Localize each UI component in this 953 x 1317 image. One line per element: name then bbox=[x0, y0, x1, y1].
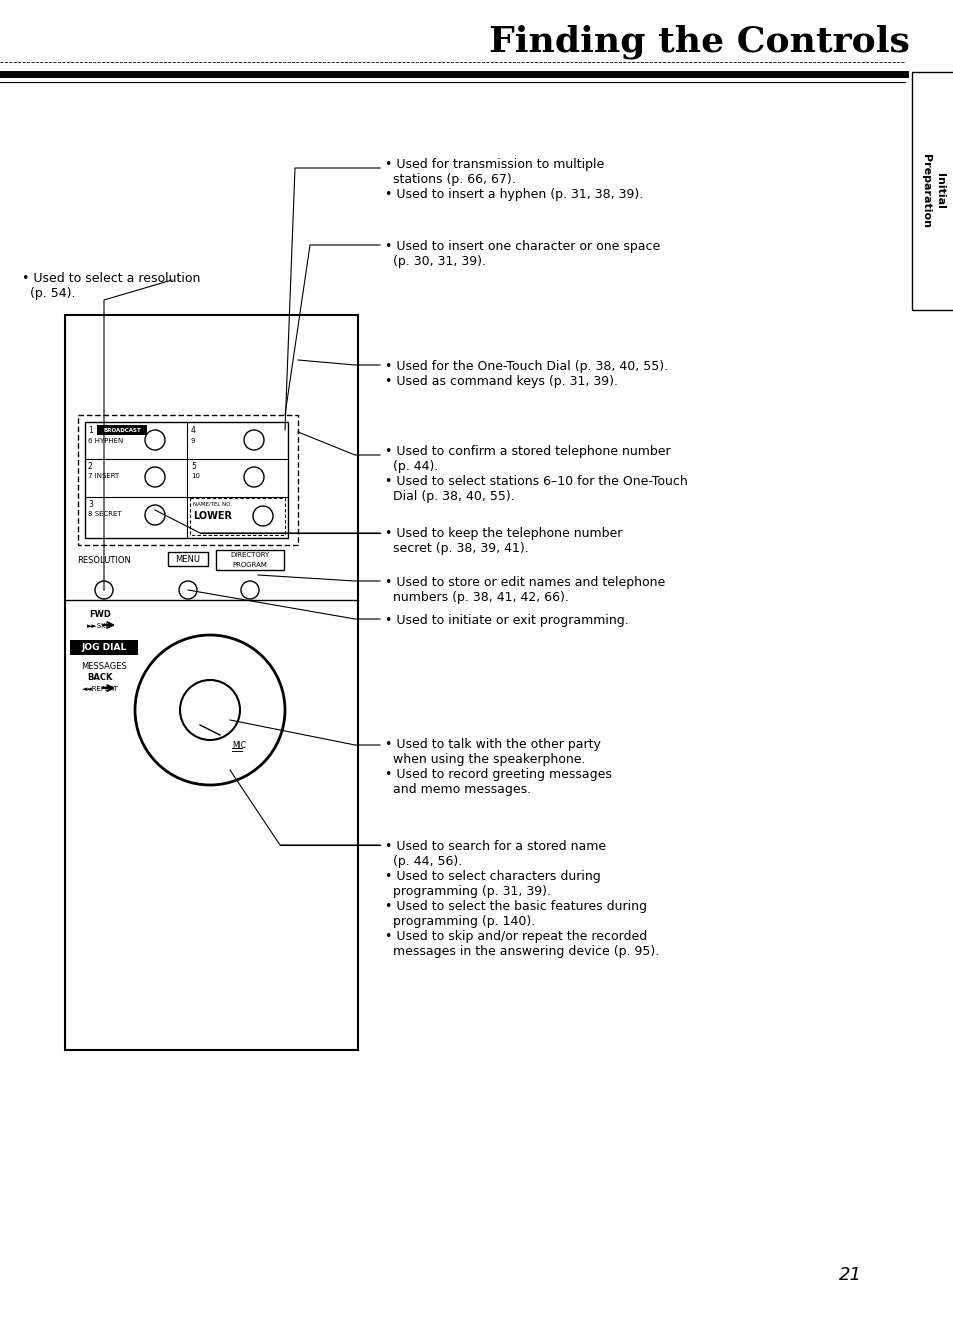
Text: programming (p. 140).: programming (p. 140). bbox=[385, 915, 535, 928]
Text: • Used to record greeting messages: • Used to record greeting messages bbox=[385, 768, 611, 781]
Bar bbox=[215, 551, 284, 570]
Text: • Used to select stations 6–10 for the One-Touch: • Used to select stations 6–10 for the O… bbox=[385, 475, 687, 489]
Text: stations (p. 66, 67).: stations (p. 66, 67). bbox=[385, 173, 516, 186]
Text: and memo messages.: and memo messages. bbox=[385, 784, 531, 795]
Text: 4: 4 bbox=[191, 425, 195, 435]
Bar bbox=[65, 315, 357, 1050]
Text: ►►SKIP: ►►SKIP bbox=[87, 623, 112, 630]
Bar bbox=[85, 421, 288, 539]
Text: (p. 54).: (p. 54). bbox=[22, 287, 75, 300]
Text: MESSAGES: MESSAGES bbox=[81, 662, 127, 670]
Text: • Used to select a resolution: • Used to select a resolution bbox=[22, 273, 200, 284]
Text: JOG DIAL: JOG DIAL bbox=[81, 643, 127, 652]
Text: (p. 30, 31, 39).: (p. 30, 31, 39). bbox=[385, 255, 485, 267]
Bar bbox=[70, 640, 138, 655]
Text: Finding the Controls: Finding the Controls bbox=[489, 25, 909, 59]
Text: • Used to select characters during: • Used to select characters during bbox=[385, 871, 600, 882]
Text: • Used for transmission to multiple: • Used for transmission to multiple bbox=[385, 158, 603, 171]
Text: RESOLUTION: RESOLUTION bbox=[77, 556, 131, 565]
Text: MENU: MENU bbox=[175, 554, 200, 564]
Text: 10: 10 bbox=[191, 473, 200, 479]
Text: ◄◄REPEAT: ◄◄REPEAT bbox=[81, 686, 118, 691]
Text: MIC: MIC bbox=[232, 740, 246, 749]
Bar bbox=[78, 415, 297, 545]
Text: • Used to store or edit names and telephone: • Used to store or edit names and teleph… bbox=[385, 576, 664, 589]
Text: • Used to skip and/or repeat the recorded: • Used to skip and/or repeat the recorde… bbox=[385, 930, 646, 943]
Bar bbox=[168, 552, 208, 566]
Text: 2: 2 bbox=[88, 462, 92, 471]
Text: FWD: FWD bbox=[89, 610, 111, 619]
Text: 5: 5 bbox=[191, 462, 195, 471]
Text: NAME/TEL NO.: NAME/TEL NO. bbox=[193, 500, 232, 506]
Text: 6 HYPHEN: 6 HYPHEN bbox=[88, 439, 123, 444]
Text: secret (p. 38, 39, 41).: secret (p. 38, 39, 41). bbox=[385, 543, 528, 554]
Text: DIRECTORY: DIRECTORY bbox=[230, 552, 270, 558]
Text: • Used for the One-Touch Dial (p. 38, 40, 55).: • Used for the One-Touch Dial (p. 38, 40… bbox=[385, 360, 667, 373]
Text: • Used as command keys (p. 31, 39).: • Used as command keys (p. 31, 39). bbox=[385, 375, 618, 389]
Text: • Used to select the basic features during: • Used to select the basic features duri… bbox=[385, 900, 646, 913]
Text: numbers (p. 38, 41, 42, 66).: numbers (p. 38, 41, 42, 66). bbox=[385, 591, 568, 605]
Text: BROADCAST: BROADCAST bbox=[103, 428, 141, 432]
Text: • Used to search for a stored name: • Used to search for a stored name bbox=[385, 840, 605, 853]
Text: • Used to initiate or exit programming.: • Used to initiate or exit programming. bbox=[385, 614, 628, 627]
Text: when using the speakerphone.: when using the speakerphone. bbox=[385, 753, 585, 766]
Text: 1: 1 bbox=[88, 425, 92, 435]
Text: (p. 44, 56).: (p. 44, 56). bbox=[385, 855, 462, 868]
Bar bbox=[190, 498, 285, 535]
Text: • Used to talk with the other party: • Used to talk with the other party bbox=[385, 738, 600, 751]
Text: (p. 44).: (p. 44). bbox=[385, 460, 438, 473]
Text: Initial
Preparation: Initial Preparation bbox=[921, 154, 943, 228]
Text: PROGRAM: PROGRAM bbox=[233, 562, 267, 568]
Text: 9: 9 bbox=[191, 439, 195, 444]
Text: messages in the answering device (p. 95).: messages in the answering device (p. 95)… bbox=[385, 946, 659, 957]
Text: 3: 3 bbox=[88, 500, 92, 508]
Text: LOWER: LOWER bbox=[193, 511, 232, 522]
Text: 8 SECRET: 8 SECRET bbox=[88, 511, 121, 518]
Text: • Used to keep the telephone number: • Used to keep the telephone number bbox=[385, 527, 621, 540]
Text: Dial (p. 38, 40, 55).: Dial (p. 38, 40, 55). bbox=[385, 490, 515, 503]
Text: 7 INSERT: 7 INSERT bbox=[88, 473, 119, 479]
Text: BACK: BACK bbox=[88, 673, 112, 682]
Bar bbox=[911, 72, 953, 309]
Text: 21: 21 bbox=[838, 1266, 861, 1284]
Bar bbox=[97, 425, 147, 435]
Text: • Used to insert one character or one space: • Used to insert one character or one sp… bbox=[385, 240, 659, 253]
Text: programming (p. 31, 39).: programming (p. 31, 39). bbox=[385, 885, 551, 898]
Text: • Used to insert a hyphen (p. 31, 38, 39).: • Used to insert a hyphen (p. 31, 38, 39… bbox=[385, 188, 642, 202]
Text: • Used to confirm a stored telephone number: • Used to confirm a stored telephone num… bbox=[385, 445, 670, 458]
